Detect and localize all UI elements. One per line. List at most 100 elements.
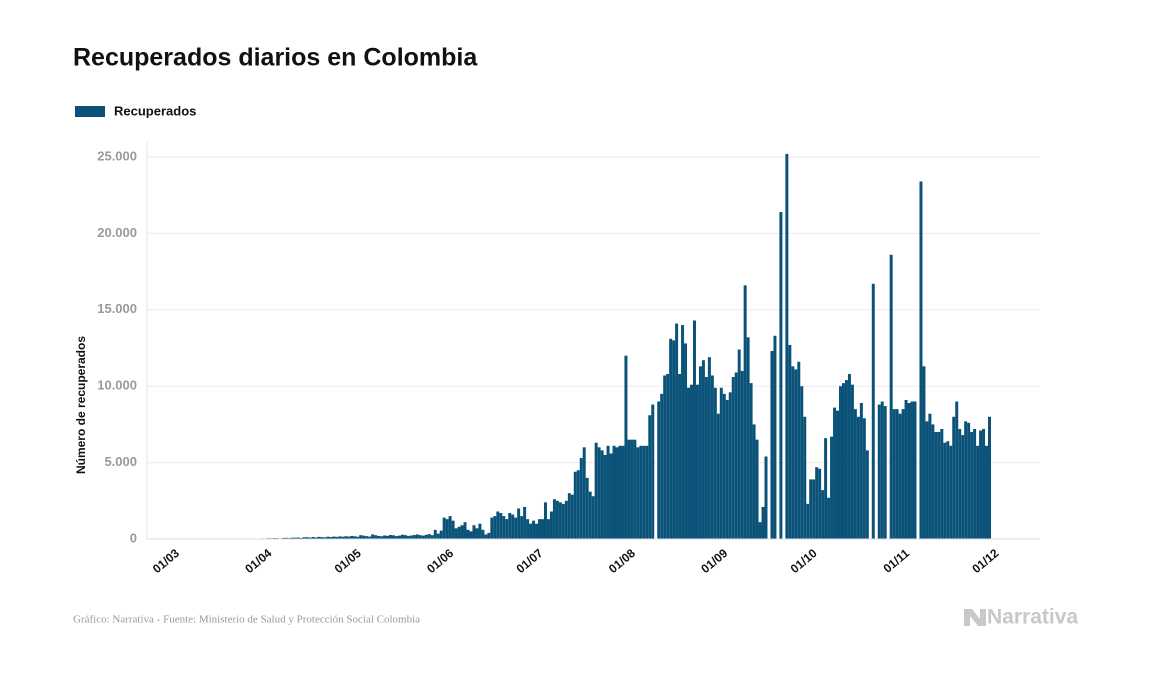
bar bbox=[452, 521, 455, 539]
bar bbox=[416, 534, 419, 539]
bar bbox=[735, 372, 738, 539]
bar bbox=[419, 535, 422, 539]
bar bbox=[663, 376, 666, 539]
bar bbox=[684, 343, 687, 539]
bar bbox=[878, 405, 881, 539]
bar bbox=[455, 528, 458, 539]
bar bbox=[401, 535, 404, 539]
legend-label: Recuperados bbox=[114, 103, 196, 118]
bar bbox=[696, 385, 699, 539]
bar bbox=[505, 519, 508, 539]
bar bbox=[508, 513, 511, 539]
bar bbox=[896, 409, 899, 539]
bar bbox=[744, 285, 747, 539]
bar bbox=[511, 515, 514, 539]
bar bbox=[639, 446, 642, 539]
bar bbox=[815, 467, 818, 539]
bar bbox=[773, 336, 776, 539]
bar bbox=[845, 380, 848, 539]
bar bbox=[791, 366, 794, 539]
bar bbox=[374, 535, 377, 539]
bar bbox=[800, 386, 803, 539]
bar bbox=[532, 521, 535, 539]
bar bbox=[809, 479, 812, 539]
bar bbox=[708, 357, 711, 539]
bar bbox=[425, 535, 428, 539]
bar bbox=[580, 458, 583, 539]
bar bbox=[860, 403, 863, 539]
bar bbox=[779, 212, 782, 539]
bar bbox=[902, 409, 905, 539]
bar bbox=[741, 371, 744, 539]
bar bbox=[604, 455, 607, 539]
bar bbox=[857, 417, 860, 539]
bar bbox=[863, 418, 866, 539]
bar bbox=[833, 408, 836, 539]
bar bbox=[893, 409, 896, 539]
bar bbox=[461, 525, 464, 539]
y-tick-label: 5.000 bbox=[104, 454, 137, 469]
bar bbox=[717, 414, 720, 539]
x-tick-label: 01/12 bbox=[969, 546, 1001, 576]
bar bbox=[541, 519, 544, 539]
bar bbox=[553, 499, 556, 539]
bar bbox=[472, 525, 475, 539]
bar bbox=[556, 501, 559, 539]
brand-logo: Narrativa bbox=[964, 606, 1078, 629]
bar bbox=[922, 366, 925, 539]
bar bbox=[410, 535, 413, 539]
bar bbox=[973, 429, 976, 539]
bar bbox=[762, 507, 765, 539]
bar bbox=[714, 388, 717, 539]
bar bbox=[803, 417, 806, 539]
bar bbox=[475, 528, 478, 539]
x-tick-label: 01/10 bbox=[788, 546, 820, 576]
bar bbox=[955, 401, 958, 539]
bar bbox=[633, 440, 636, 539]
bar bbox=[669, 339, 672, 539]
bar bbox=[723, 394, 726, 539]
bar bbox=[794, 369, 797, 539]
bar bbox=[946, 441, 949, 539]
bar bbox=[562, 504, 565, 539]
bar bbox=[788, 345, 791, 539]
bar bbox=[478, 524, 481, 539]
bar bbox=[464, 522, 467, 539]
bar bbox=[493, 516, 496, 539]
bar bbox=[964, 421, 967, 539]
bar bbox=[428, 534, 431, 539]
bar bbox=[812, 479, 815, 539]
bar bbox=[496, 511, 499, 539]
bar bbox=[577, 470, 580, 539]
bar bbox=[884, 406, 887, 539]
bar bbox=[559, 502, 562, 539]
bar bbox=[422, 536, 425, 539]
bar bbox=[529, 524, 532, 539]
bar bbox=[911, 401, 914, 539]
y-tick-label: 15.000 bbox=[97, 301, 137, 316]
bar bbox=[592, 496, 595, 539]
bar bbox=[958, 429, 961, 539]
bar bbox=[756, 440, 759, 539]
bar bbox=[690, 385, 693, 539]
bar bbox=[675, 324, 678, 539]
bar bbox=[589, 492, 592, 539]
y-tick-label: 25.000 bbox=[97, 148, 137, 163]
bar bbox=[657, 401, 660, 539]
x-tick-label: 01/08 bbox=[606, 546, 638, 576]
bar bbox=[362, 536, 365, 539]
bar bbox=[624, 356, 627, 539]
bar bbox=[824, 438, 827, 539]
bar bbox=[702, 360, 705, 539]
bar bbox=[711, 376, 714, 539]
bar bbox=[687, 388, 690, 539]
bar bbox=[487, 533, 490, 539]
bar bbox=[729, 392, 732, 539]
bar bbox=[431, 535, 434, 539]
bar bbox=[818, 469, 821, 539]
bar bbox=[937, 432, 940, 539]
bar bbox=[988, 417, 991, 539]
bar bbox=[645, 446, 648, 539]
bar bbox=[899, 414, 902, 539]
